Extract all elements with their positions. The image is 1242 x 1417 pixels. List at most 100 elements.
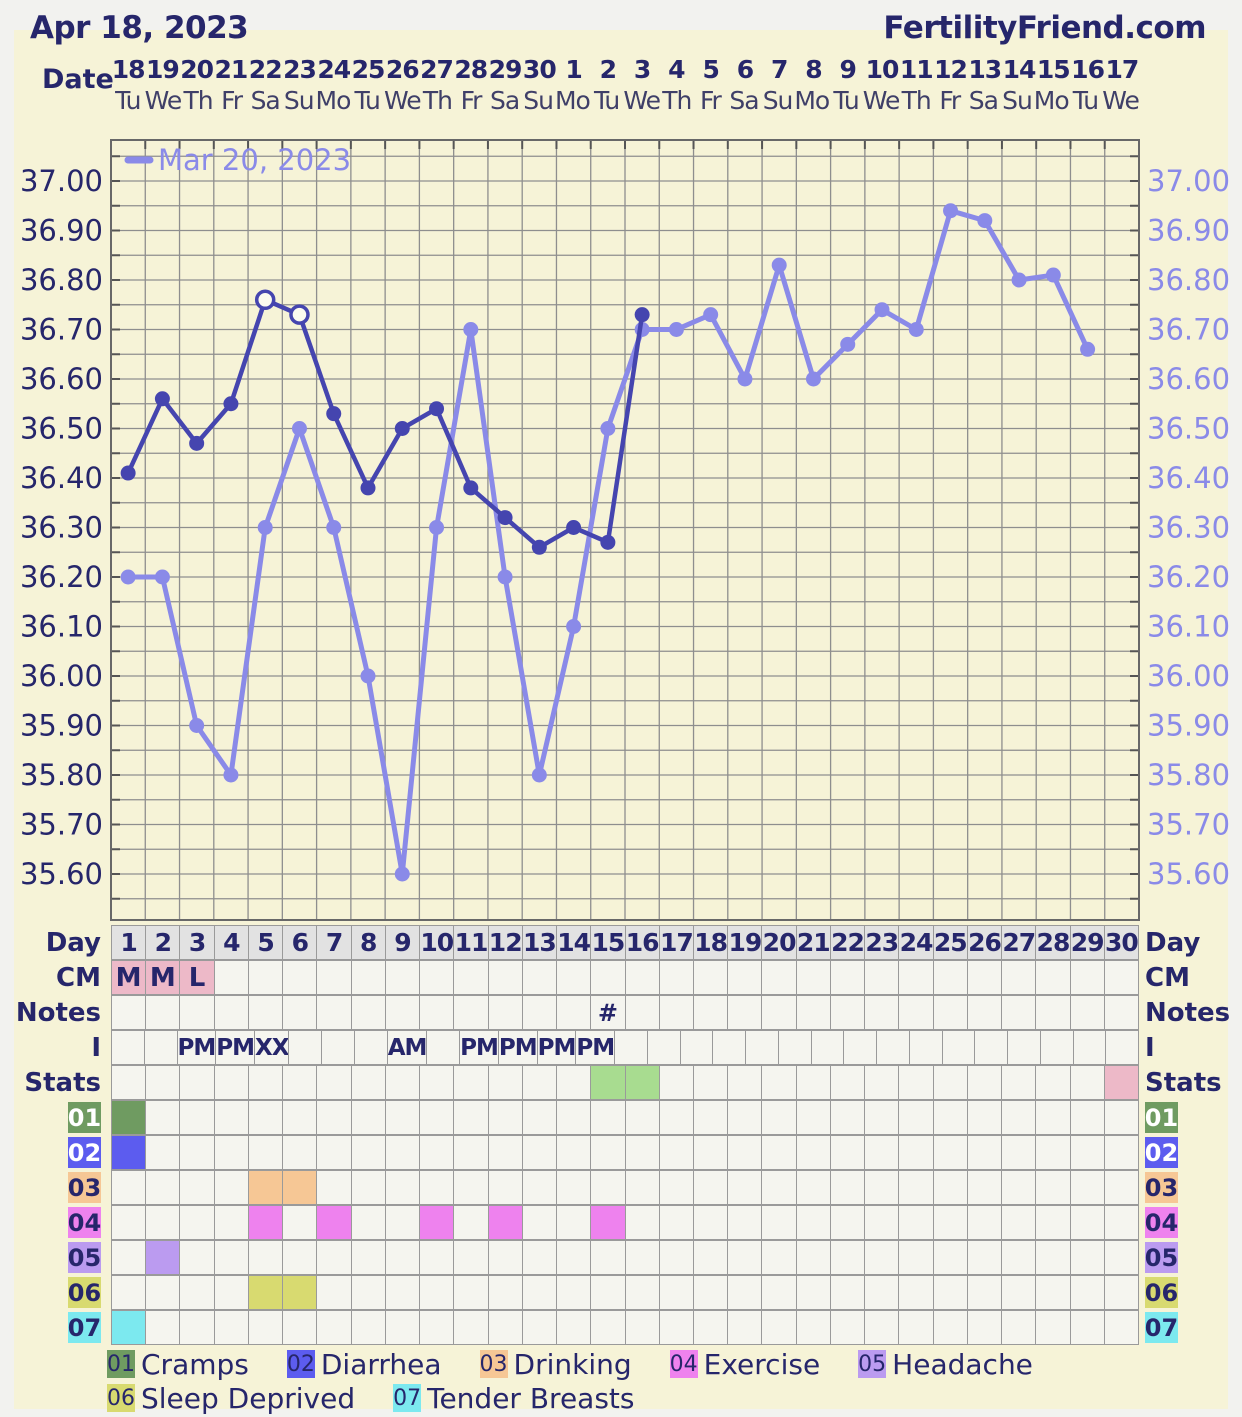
symptom-cell[interactable] <box>932 1100 968 1135</box>
previous-cycle-temp-point[interactable] <box>189 718 205 733</box>
symptom-cell[interactable] <box>350 1275 386 1310</box>
notes-cell[interactable] <box>384 995 421 1030</box>
day-number-cell[interactable]: 13 <box>521 925 558 960</box>
stats-cell[interactable] <box>864 1065 900 1100</box>
symptom-cell[interactable] <box>316 1275 352 1310</box>
symptom-cell[interactable] <box>111 1240 147 1275</box>
notes-cell[interactable] <box>1035 995 1071 1030</box>
cm-cell[interactable]: M <box>111 960 147 995</box>
symptom-cell[interactable] <box>282 1170 318 1205</box>
cm-cell[interactable] <box>1001 960 1037 995</box>
current-cycle-temp-point[interactable] <box>289 304 310 325</box>
stats-cell[interactable] <box>829 1065 866 1100</box>
symptom-cell[interactable] <box>179 1170 215 1205</box>
symptom-cell[interactable] <box>145 1310 181 1345</box>
day-number-cell[interactable]: 18 <box>692 925 729 960</box>
symptom-cell[interactable] <box>419 1135 455 1170</box>
cm-cell[interactable]: L <box>179 960 215 995</box>
previous-cycle-temp-point[interactable] <box>908 322 924 337</box>
symptom-cell[interactable] <box>1035 1310 1071 1345</box>
notes-cell[interactable] <box>453 995 489 1030</box>
current-cycle-temp-point[interactable] <box>429 401 445 417</box>
symptom-cell[interactable] <box>487 1240 523 1275</box>
symptom-cell[interactable] <box>1103 1310 1140 1345</box>
cm-cell[interactable] <box>1069 960 1105 995</box>
symptom-cell[interactable] <box>282 1135 318 1170</box>
stats-cell[interactable] <box>1103 1065 1140 1100</box>
symptom-cell[interactable] <box>487 1100 523 1135</box>
intercourse-cell[interactable] <box>712 1030 747 1065</box>
intercourse-cell[interactable] <box>777 1030 812 1065</box>
stats-cell[interactable] <box>624 1065 660 1100</box>
symptom-cell[interactable] <box>898 1275 934 1310</box>
symptom-cell[interactable] <box>145 1135 181 1170</box>
symptom-cell[interactable] <box>761 1310 797 1345</box>
symptom-cell[interactable] <box>864 1100 900 1135</box>
symptom-cell[interactable] <box>966 1135 1003 1170</box>
symptom-cell[interactable] <box>966 1100 1003 1135</box>
symptom-cell[interactable] <box>932 1135 968 1170</box>
day-number-cell[interactable]: 15 <box>590 925 626 960</box>
symptom-cell[interactable] <box>111 1275 147 1310</box>
symptom-cell[interactable] <box>521 1170 558 1205</box>
symptom-cell[interactable] <box>658 1240 694 1275</box>
day-number-cell[interactable]: 26 <box>966 925 1003 960</box>
symptom-cell[interactable] <box>864 1170 900 1205</box>
day-number-cell[interactable]: 19 <box>727 925 763 960</box>
stats-cell[interactable] <box>111 1065 147 1100</box>
current-cycle-temp-point[interactable] <box>497 510 513 526</box>
symptom-cell[interactable] <box>350 1135 386 1170</box>
symptom-cell[interactable] <box>282 1100 318 1135</box>
symptom-cell[interactable] <box>1103 1100 1140 1135</box>
symptom-cell[interactable] <box>316 1310 352 1345</box>
symptom-cell[interactable] <box>966 1275 1003 1310</box>
stats-cell[interactable] <box>898 1065 934 1100</box>
notes-cell[interactable] <box>898 995 934 1030</box>
symptom-cell[interactable] <box>247 1170 284 1205</box>
cm-cell[interactable] <box>624 960 660 995</box>
cm-cell[interactable] <box>316 960 352 995</box>
cm-cell[interactable] <box>453 960 489 995</box>
stats-cell[interactable] <box>179 1065 215 1100</box>
symptom-cell[interactable] <box>795 1240 831 1275</box>
symptom-cell[interactable] <box>179 1310 215 1345</box>
notes-cell[interactable] <box>213 995 249 1030</box>
symptom-cell[interactable] <box>556 1100 592 1135</box>
symptom-cell[interactable] <box>419 1240 455 1275</box>
intercourse-cell[interactable]: PM <box>575 1030 616 1065</box>
symptom-cell[interactable] <box>795 1310 831 1345</box>
symptom-cell[interactable] <box>624 1310 660 1345</box>
stats-cell[interactable] <box>419 1065 455 1100</box>
day-number-cell[interactable]: 12 <box>487 925 523 960</box>
cm-cell[interactable] <box>692 960 729 995</box>
symptom-cell[interactable] <box>145 1170 181 1205</box>
previous-cycle-temp-point[interactable] <box>566 619 582 634</box>
symptom-cell[interactable] <box>727 1240 763 1275</box>
symptom-cell[interactable] <box>419 1100 455 1135</box>
stats-cell[interactable] <box>213 1065 249 1100</box>
symptom-cell[interactable] <box>350 1100 386 1135</box>
symptom-cell[interactable] <box>521 1135 558 1170</box>
notes-cell[interactable] <box>282 995 318 1030</box>
stats-cell[interactable] <box>521 1065 558 1100</box>
symptom-cell[interactable] <box>624 1100 660 1135</box>
symptom-cell[interactable] <box>419 1205 455 1240</box>
previous-cycle-temp-point[interactable] <box>668 322 684 337</box>
current-cycle-temp-point[interactable] <box>254 289 276 311</box>
symptom-cell[interactable] <box>624 1240 660 1275</box>
symptom-cell[interactable] <box>829 1100 866 1135</box>
symptom-cell[interactable] <box>898 1100 934 1135</box>
symptom-cell[interactable] <box>487 1275 523 1310</box>
cm-cell[interactable] <box>658 960 694 995</box>
symptom-cell[interactable] <box>111 1205 147 1240</box>
day-number-cell[interactable]: 4 <box>213 925 249 960</box>
symptom-cell[interactable] <box>692 1205 729 1240</box>
intercourse-cell[interactable]: PM <box>215 1030 255 1065</box>
symptom-cell[interactable] <box>590 1170 626 1205</box>
symptom-cell[interactable] <box>1035 1240 1071 1275</box>
symptom-cell[interactable] <box>898 1310 934 1345</box>
stats-cell[interactable] <box>350 1065 386 1100</box>
symptom-cell[interactable] <box>1001 1100 1037 1135</box>
symptom-cell[interactable] <box>898 1205 934 1240</box>
cm-cell[interactable] <box>829 960 866 995</box>
